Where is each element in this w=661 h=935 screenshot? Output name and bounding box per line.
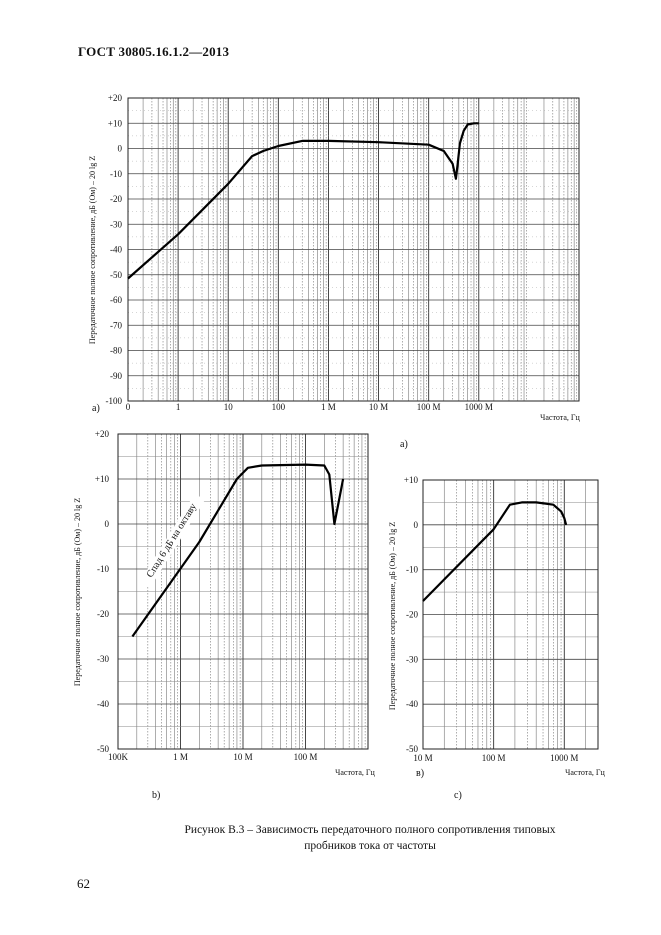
y-tick-label: 0	[414, 520, 419, 530]
y-tick-label: -50	[406, 744, 418, 754]
y-tick-label: -100	[106, 396, 123, 406]
x-tick-label: 100K	[108, 752, 129, 762]
y-tick-label: -60	[110, 295, 122, 305]
series-line	[422, 501, 568, 602]
plot-frame	[422, 479, 599, 750]
y-tick-label: -20	[406, 610, 418, 620]
x-tick-label: 10 М	[413, 753, 432, 763]
chart-panel-2: 100K 1 М 10 М 100 М +20 +10 0 -10 -20 -30 -40 -50 Ча…	[73, 429, 376, 801]
x-tick-label: 1 М	[321, 402, 336, 412]
panel-label: b)	[152, 790, 160, 801]
y-tick-label: -10	[110, 169, 122, 179]
chart-panel-1: 0 1 10 100 1 М 10 М 100 М 1000 М +20 +10 0 -10 -20 -3…	[88, 93, 581, 450]
x-tick-label: 1 М	[173, 752, 188, 762]
x-axis-label: Частота, Гц	[335, 768, 375, 777]
y-axis-label: Передаточное полное сопротивление, дБ (О…	[388, 522, 397, 710]
annotation-background	[139, 493, 205, 589]
series-line	[131, 463, 345, 638]
document-header: ГОСТ 30805.16.1.2—2013	[78, 44, 230, 59]
x-axis-label: Частота, Гц	[565, 768, 605, 777]
y-tick-label: +20	[108, 93, 123, 103]
y-tick-label: -30	[97, 654, 109, 664]
y-tick-label: -50	[110, 270, 122, 280]
x-tick-label: 10 М	[233, 752, 252, 762]
slope-annotation: Спад 6 дБ на октаву	[145, 502, 199, 580]
y-tick-label: +10	[95, 474, 110, 484]
y-tick-label: -20	[97, 609, 109, 619]
y-tick-label: -80	[110, 346, 122, 356]
x-tick-label: 1000 М	[465, 402, 493, 412]
y-axis-label: Передаточное полное сопротивление, дБ (О…	[88, 156, 97, 344]
y-tick-label: -20	[110, 194, 122, 204]
panel-label: c)	[454, 790, 462, 801]
y-tick-label: -70	[110, 320, 122, 330]
x-tick-label: 100	[272, 402, 286, 412]
plot-frame	[117, 433, 369, 750]
panel-label-secondary: a)	[400, 439, 408, 450]
y-tick-label: -40	[110, 245, 122, 255]
y-tick-label: +10	[108, 118, 123, 128]
y-axis-label: Передаточное полное сопротивление, дБ (О…	[73, 498, 82, 686]
y-tick-label: -10	[406, 565, 418, 575]
plot-frame	[127, 97, 580, 402]
y-tick-label: -40	[406, 699, 418, 709]
panel-label: a)	[92, 403, 100, 414]
x-axis-label: Частота, Гц	[540, 413, 580, 422]
x-tick-label: 100 М	[294, 752, 318, 762]
y-tick-label: -40	[97, 699, 109, 709]
y-tick-label: -90	[110, 371, 122, 381]
y-tick-label: 0	[118, 144, 123, 154]
panel-label-secondary: в)	[416, 768, 424, 779]
x-tick-label: 10	[224, 402, 234, 412]
x-tick-label: 10 М	[369, 402, 388, 412]
y-tick-label: 0	[105, 519, 110, 529]
y-tick-label: +20	[95, 429, 110, 439]
y-tick-label: +10	[404, 475, 419, 485]
x-tick-label: 100 М	[417, 402, 441, 412]
chart-panel-3: 10 М 100 М 1000 М +10 0 -10 -20 -30 -40 -50 Частот…	[388, 475, 606, 801]
page-number: 62	[77, 876, 90, 891]
y-tick-label: -50	[97, 744, 109, 754]
y-tick-label: -10	[97, 564, 109, 574]
figure-caption-line2: пробников тока от частоты	[304, 840, 436, 852]
x-tick-label: 1000 М	[550, 753, 578, 763]
x-tick-label: 0	[126, 402, 131, 412]
figure-caption-line1: Рисунок В.3 – Зависимость передаточного …	[184, 824, 556, 836]
y-tick-label: -30	[110, 219, 122, 229]
y-tick-label: -30	[406, 654, 418, 664]
series-line	[127, 122, 479, 280]
x-tick-label: 100 М	[482, 753, 506, 763]
x-tick-label: 1	[176, 402, 181, 412]
